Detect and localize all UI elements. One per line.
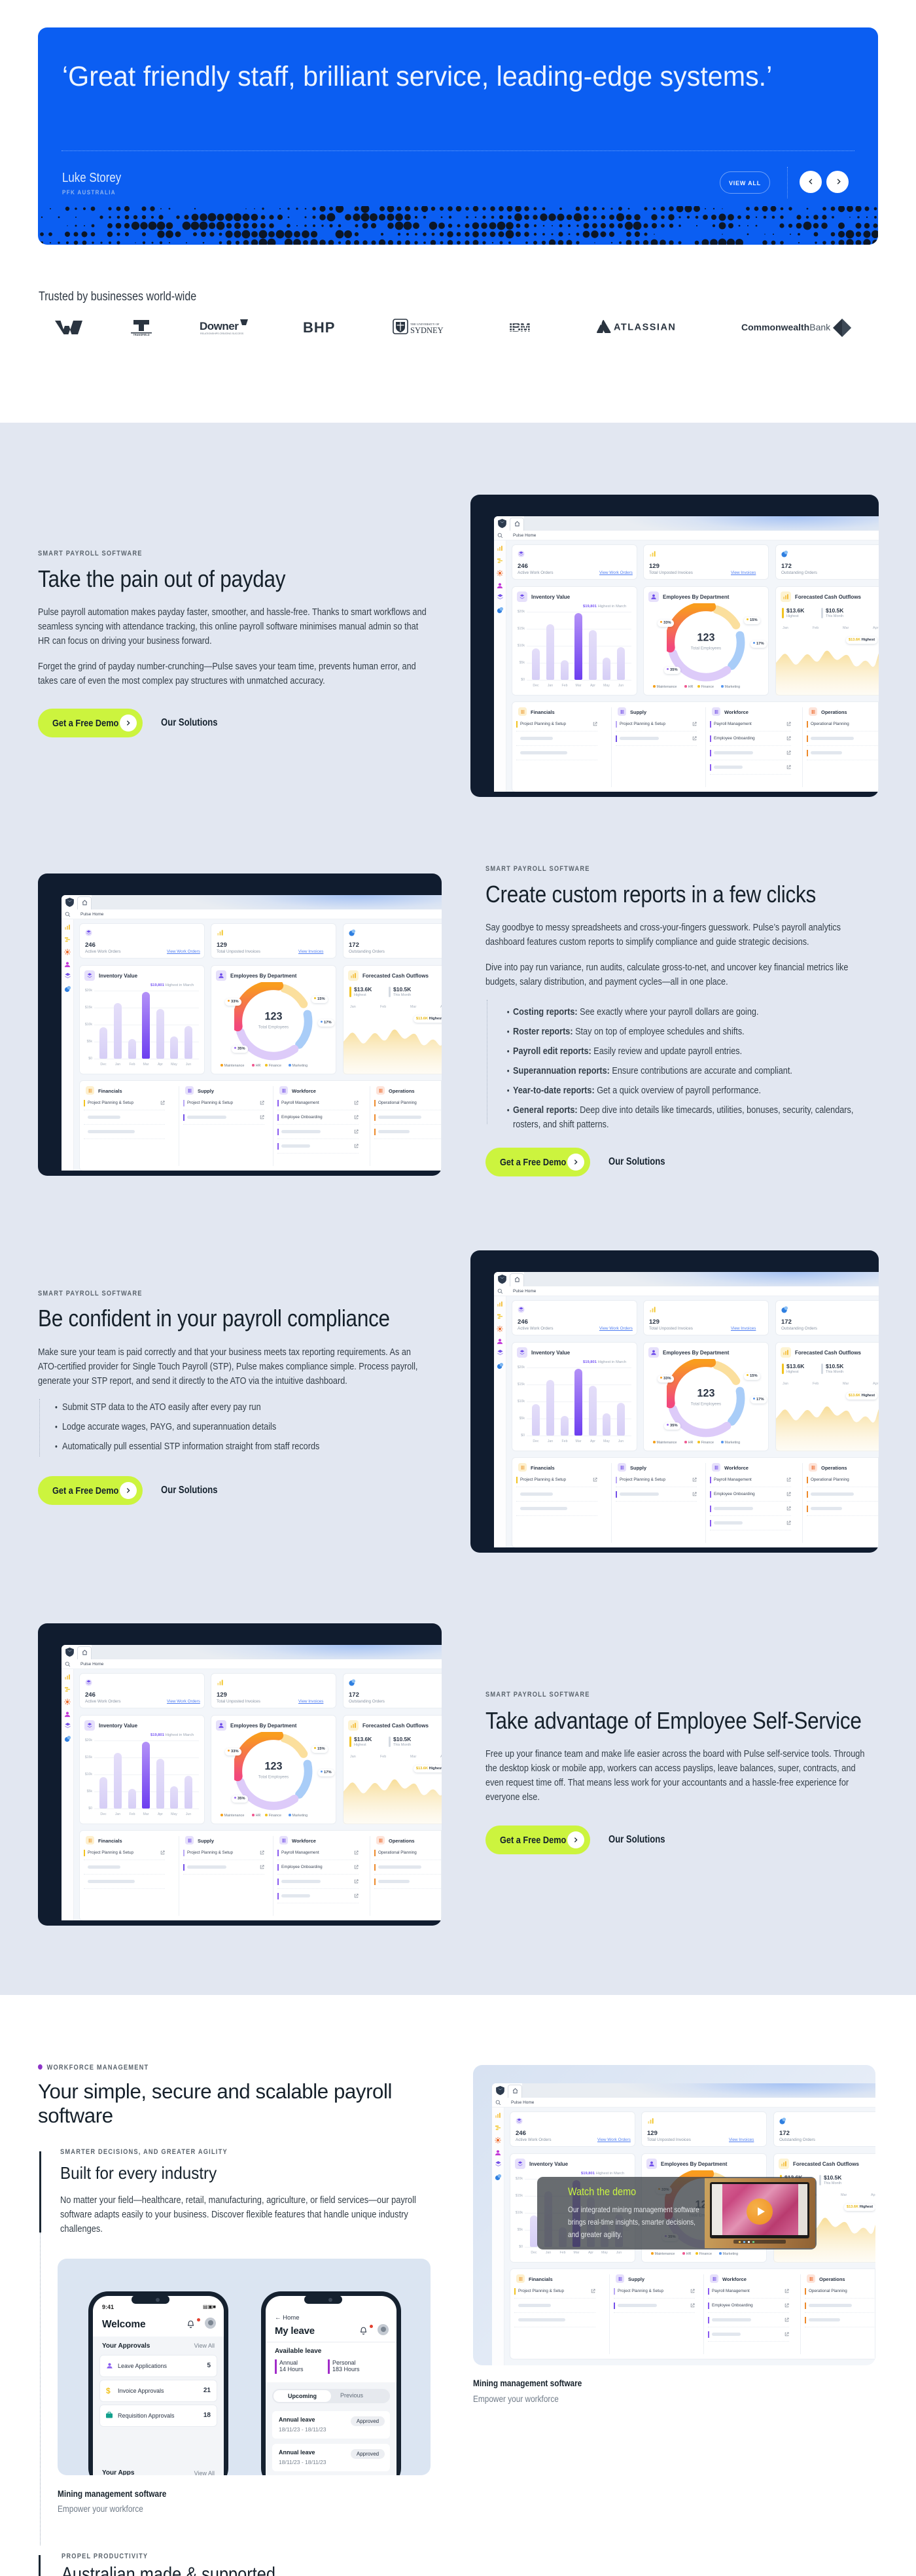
- svg-text:123: 123: [265, 1011, 283, 1023]
- svg-text:Total Employees: Total Employees: [691, 646, 721, 650]
- svg-text:Downer: Downer: [200, 320, 239, 332]
- svg-text:123: 123: [697, 632, 715, 644]
- svg-text:RELATIONSHIPS CREATING SUCCESS: RELATIONSHIPS CREATING SUCCESS: [200, 332, 244, 335]
- svg-text:123: 123: [697, 1388, 715, 1400]
- svg-text:TRANSFIELD: TRANSFIELD: [133, 333, 149, 336]
- svg-text:Total Employees: Total Employees: [258, 1025, 289, 1029]
- svg-text:Total Employees: Total Employees: [258, 1774, 289, 1779]
- svg-text:123: 123: [265, 1761, 283, 1773]
- svg-text:Total Employees: Total Employees: [691, 1402, 721, 1406]
- svg-text:ATLASSIAN: ATLASSIAN: [614, 323, 676, 333]
- svg-text:THE UNIVERSITY OF: THE UNIVERSITY OF: [410, 323, 440, 326]
- svg-text:SYDNEY: SYDNEY: [410, 326, 444, 335]
